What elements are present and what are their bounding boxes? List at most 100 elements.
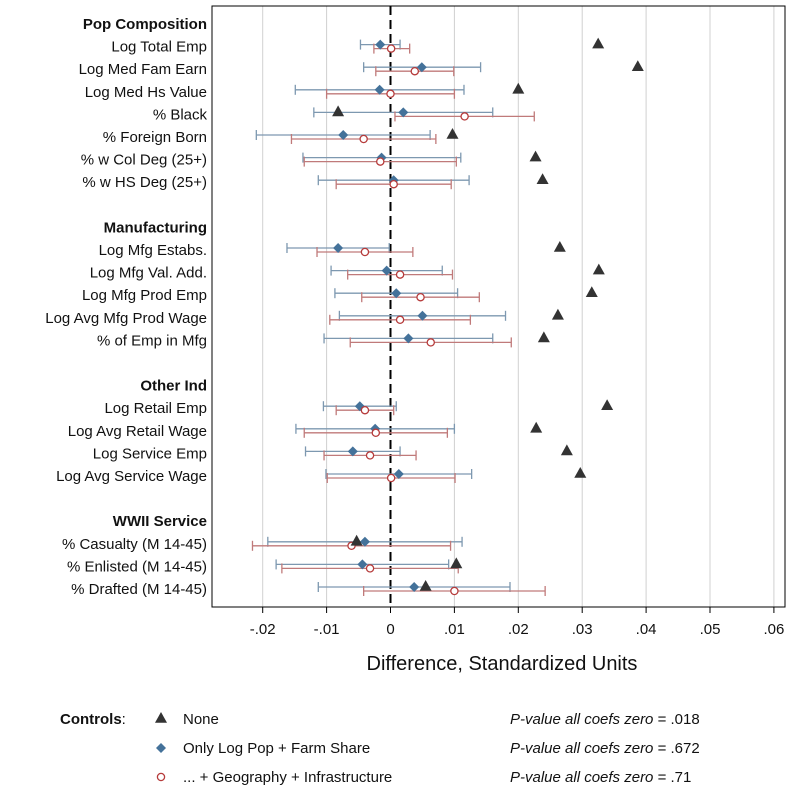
row-label: Log Mfg Estabs. xyxy=(99,242,207,259)
marker-diamond xyxy=(357,559,368,570)
legend: Controls: None P-value all coefs zero = .0… xyxy=(60,711,700,786)
x-tick-label: .04 xyxy=(636,621,657,638)
marker-hollow-circle xyxy=(359,134,368,144)
x-tick-label: -.02 xyxy=(250,621,276,638)
row-label: Log Med Hs Value xyxy=(85,84,207,101)
y-labels-layer: Pop Composition Log Total Emp Log Med Fam … xyxy=(45,16,207,598)
marker-hollow-circle xyxy=(360,247,370,257)
legend-entry-label: ... + Geography + Infrastructure xyxy=(183,769,392,786)
x-tick-label: 0 xyxy=(386,621,394,638)
marker-diamond xyxy=(333,243,344,253)
group-heading: WWII Service xyxy=(113,513,207,530)
row-label: % w Col Deg (25+) xyxy=(81,152,207,169)
x-tick-label: .06 xyxy=(763,621,784,638)
marker-hollow-circle xyxy=(386,473,396,483)
plot-frame xyxy=(211,5,786,608)
x-tick-label: .01 xyxy=(444,621,465,638)
marker-triangle xyxy=(155,712,167,723)
marker-triangle xyxy=(631,60,644,71)
marker-diamond xyxy=(347,446,358,457)
marker-triangle xyxy=(419,580,432,591)
legend-pvalue-label: P-value all coefs zero xyxy=(510,740,653,757)
marker-triangle xyxy=(592,263,605,275)
row-label: % w HS Deg (25+) xyxy=(82,174,207,191)
marker-triangle xyxy=(601,399,614,410)
marker-hollow-circle xyxy=(156,772,166,782)
row-label: % of Emp in Mfg xyxy=(97,332,207,349)
row-label: Log Mfg Val. Add. xyxy=(90,265,207,282)
legend-entry-label: None xyxy=(183,711,219,728)
group-heading: Manufacturing xyxy=(104,219,207,236)
marker-hollow-circle xyxy=(450,586,459,596)
marker-diamond xyxy=(338,130,349,140)
marker-hollow-circle xyxy=(365,564,375,573)
marker-triangle xyxy=(553,241,566,252)
row-label: Log Avg Mfg Prod Wage xyxy=(45,310,207,327)
row-label: Log Total Emp xyxy=(111,39,207,56)
marker-hollow-circle xyxy=(410,66,420,76)
marker-hollow-circle xyxy=(389,179,398,189)
marker-triangle xyxy=(551,308,564,320)
legend-title: Controls: xyxy=(60,711,126,728)
marker-hollow-circle xyxy=(386,44,396,53)
legend-pvalue-value: = .018 xyxy=(653,711,699,728)
marker-triangle xyxy=(574,467,587,478)
x-axis-title: Difference, Standardized Units xyxy=(367,653,638,675)
marker-triangle xyxy=(560,444,573,456)
row-label: Log Avg Retail Wage xyxy=(68,423,207,440)
legend-entry-label: Only Log Pop + Farm Share xyxy=(183,740,370,757)
marker-hollow-circle xyxy=(360,405,370,415)
marker-diamond xyxy=(391,288,402,299)
marker-triangle xyxy=(529,150,542,162)
row-label: % Foreign Born xyxy=(103,129,207,146)
legend-pvalue: P-value all coefs zero = .018 xyxy=(510,711,700,728)
marker-hollow-circle xyxy=(371,428,381,438)
marker-triangle xyxy=(512,82,525,94)
row-label: Log Service Emp xyxy=(93,445,207,462)
marker-triangle xyxy=(332,105,345,117)
row-label: Log Mfg Prod Emp xyxy=(82,287,207,304)
row-label: % Casualty (M 14-45) xyxy=(62,536,207,553)
marker-diamond xyxy=(398,107,409,118)
legend-pvalue-label: P-value all coefs zero xyxy=(510,711,653,728)
marker-diamond xyxy=(375,39,386,50)
grid-layer xyxy=(262,6,775,607)
row-label: % Enlisted (M 14-45) xyxy=(67,558,207,575)
marker-diamond xyxy=(374,84,385,95)
marker-diamond xyxy=(409,582,420,592)
legend-pvalue-value: = .71 xyxy=(653,769,691,786)
legend-pvalue-label: P-value all coefs zero xyxy=(510,769,653,786)
x-tick-label: .03 xyxy=(572,621,593,638)
row-label: Log Avg Service Wage xyxy=(56,468,207,485)
marker-diamond xyxy=(417,310,428,321)
markers-layer xyxy=(332,37,644,596)
row-label: % Black xyxy=(153,106,208,123)
row-label: Log Med Fam Earn xyxy=(79,61,207,78)
marker-hollow-circle xyxy=(395,270,405,279)
marker-triangle xyxy=(350,534,363,546)
marker-diamond xyxy=(156,743,166,753)
marker-triangle xyxy=(536,173,549,184)
row-label: % Drafted (M 14-45) xyxy=(71,581,207,598)
x-tick-label: .02 xyxy=(508,621,529,638)
marker-diamond xyxy=(393,469,404,479)
marker-hollow-circle xyxy=(376,157,385,166)
plot-border xyxy=(211,5,786,608)
legend-title-suffix: : xyxy=(122,711,126,728)
marker-hollow-circle xyxy=(460,112,469,121)
legend-pvalue-value: = .672 xyxy=(653,740,699,757)
marker-triangle xyxy=(537,331,550,343)
group-heading: Pop Composition xyxy=(83,16,207,33)
marker-hollow-circle xyxy=(395,315,405,325)
group-heading: Other Ind xyxy=(140,378,207,395)
legend-pvalue: P-value all coefs zero = .71 xyxy=(510,769,691,786)
x-tick-label: -.01 xyxy=(314,621,340,638)
x-tick-label: .05 xyxy=(700,621,721,638)
legend-title-text: Controls xyxy=(60,711,122,728)
marker-triangle xyxy=(585,286,598,297)
marker-diamond xyxy=(416,62,427,73)
marker-triangle xyxy=(446,128,459,139)
marker-triangle xyxy=(450,557,463,569)
marker-hollow-circle xyxy=(416,292,425,302)
legend-pvalue: P-value all coefs zero = .672 xyxy=(510,740,700,757)
